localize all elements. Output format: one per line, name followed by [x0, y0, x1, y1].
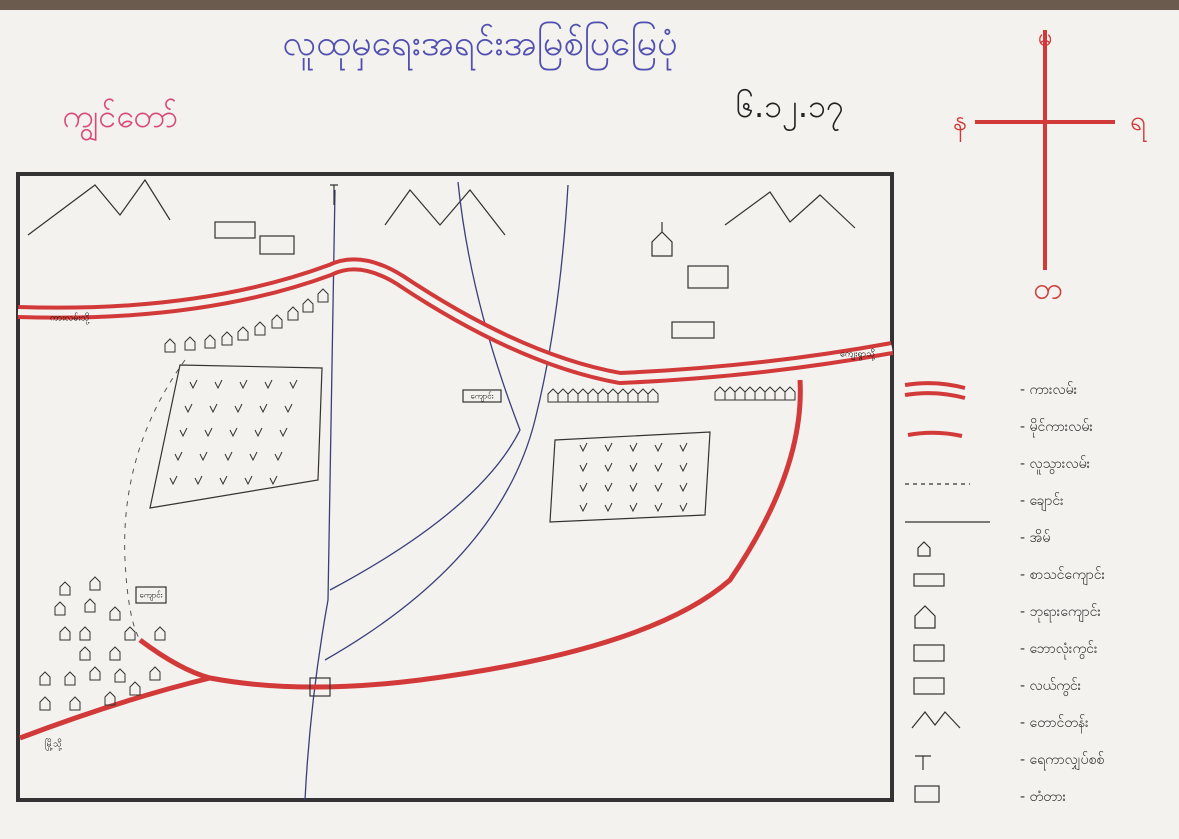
legend-label: - ဘောလုံးကွင်း — [1020, 641, 1098, 659]
legend-label: - လူသွားလမ်း — [1020, 456, 1091, 474]
title: လူထုမှရေးအရင်းအမြစ်ပြမြေပုံ — [282, 22, 677, 71]
legend-label: - မိုင်ကားလမ်း — [1020, 419, 1093, 437]
table-edge — [0, 0, 1179, 10]
legend-label: - တံတား — [1020, 789, 1067, 805]
legend-label: - ရေကာလျှပ်စစ် — [1020, 752, 1104, 770]
legend-label: - တောင်တန်း — [1020, 715, 1089, 733]
date: ၆.၁၂.၁၇ — [736, 87, 844, 131]
page: လူထုမှရေးအရင်းအမြစ်ပြမြေပုံ ကျွင်တော် ၆.… — [0, 0, 1179, 839]
legend-label: - လယ်ကွင်း — [1020, 678, 1082, 696]
legend-label: - ကားလမ်း — [1020, 382, 1078, 398]
compass-north: မ — [1038, 23, 1053, 53]
legend-label: - ချောင်း — [1020, 493, 1064, 511]
map-label: ကျေးရွာသို့ — [840, 349, 876, 361]
map-sheet: လူထုမှရေးအရင်းအမြစ်ပြမြေပုံ ကျွင်တော် ၆.… — [0, 0, 1179, 839]
legend-label: - အိမ် — [1020, 530, 1050, 546]
legend-label: - စာသင်ကျောင်း — [1020, 567, 1105, 585]
map-label: မြို့သို့ — [45, 738, 63, 751]
map-label: ကားလမ်းသို့ — [50, 313, 90, 325]
compass-south: တ — [1033, 272, 1062, 307]
legend-label: - ဘုရားကျောင်း — [1020, 604, 1101, 622]
